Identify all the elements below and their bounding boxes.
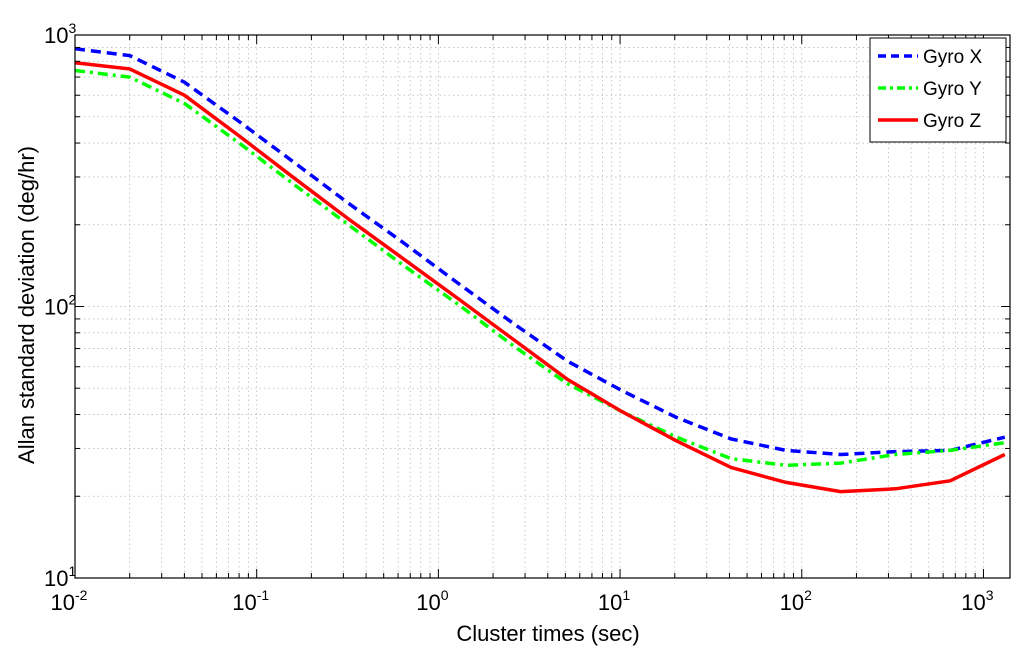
legend: Gyro X Gyro Y Gyro Z	[869, 37, 1007, 143]
x-tick-label-exponent: -2	[75, 587, 88, 603]
y-tick-label-exponent: 3	[68, 20, 76, 36]
y-tick-label-exponent: 1	[68, 563, 76, 579]
y-tick-label: 102	[44, 292, 76, 320]
x-tick-label-base: 10	[780, 590, 804, 615]
series-line-gyro-x	[74, 46, 1006, 457]
grid	[74, 34, 1010, 579]
x-tick-label-base: 10	[232, 590, 256, 615]
x-tick-label: 10-1	[232, 587, 269, 615]
y-tick-label-base: 10	[44, 23, 68, 48]
x-tick-label-exponent: 1	[622, 587, 630, 603]
series-lines	[74, 46, 1006, 494]
x-tick-label-base: 10	[598, 590, 622, 615]
x-axis-label: Cluster times (sec)	[456, 621, 639, 646]
y-axis-label: Allan standard deviation (deg/hr)	[14, 146, 39, 464]
x-tick-label-exponent: 3	[986, 587, 994, 603]
x-tick-labels: 10-2 10-1 100 101 102 103	[51, 587, 994, 615]
x-tick-label: 10-2	[51, 587, 88, 615]
legend-label: Gyro X	[923, 47, 982, 68]
y-tick-label-base: 10	[44, 566, 68, 591]
x-tick-label-exponent: -1	[257, 587, 270, 603]
x-tick-label: 103	[961, 587, 993, 615]
x-tick-label: 100	[416, 587, 448, 615]
series-line-gyro-y	[74, 68, 1006, 468]
x-tick-label-exponent: 0	[441, 587, 449, 603]
x-tick-label: 101	[598, 587, 630, 615]
legend-label: Gyro Z	[923, 111, 981, 132]
x-tick-label-exponent: 2	[804, 587, 812, 603]
x-tick-label-base: 10	[51, 590, 75, 615]
x-tick-label-base: 10	[416, 590, 440, 615]
y-tick-label: 103	[44, 20, 76, 48]
y-tick-label-base: 10	[44, 295, 68, 320]
y-tick-label-exponent: 2	[68, 292, 76, 308]
y-tick-label: 101	[44, 563, 76, 591]
legend-label: Gyro Y	[923, 79, 982, 100]
x-tick-label-base: 10	[961, 590, 985, 615]
x-tick-label: 102	[780, 587, 812, 615]
series-line-gyro-z	[74, 61, 1006, 494]
